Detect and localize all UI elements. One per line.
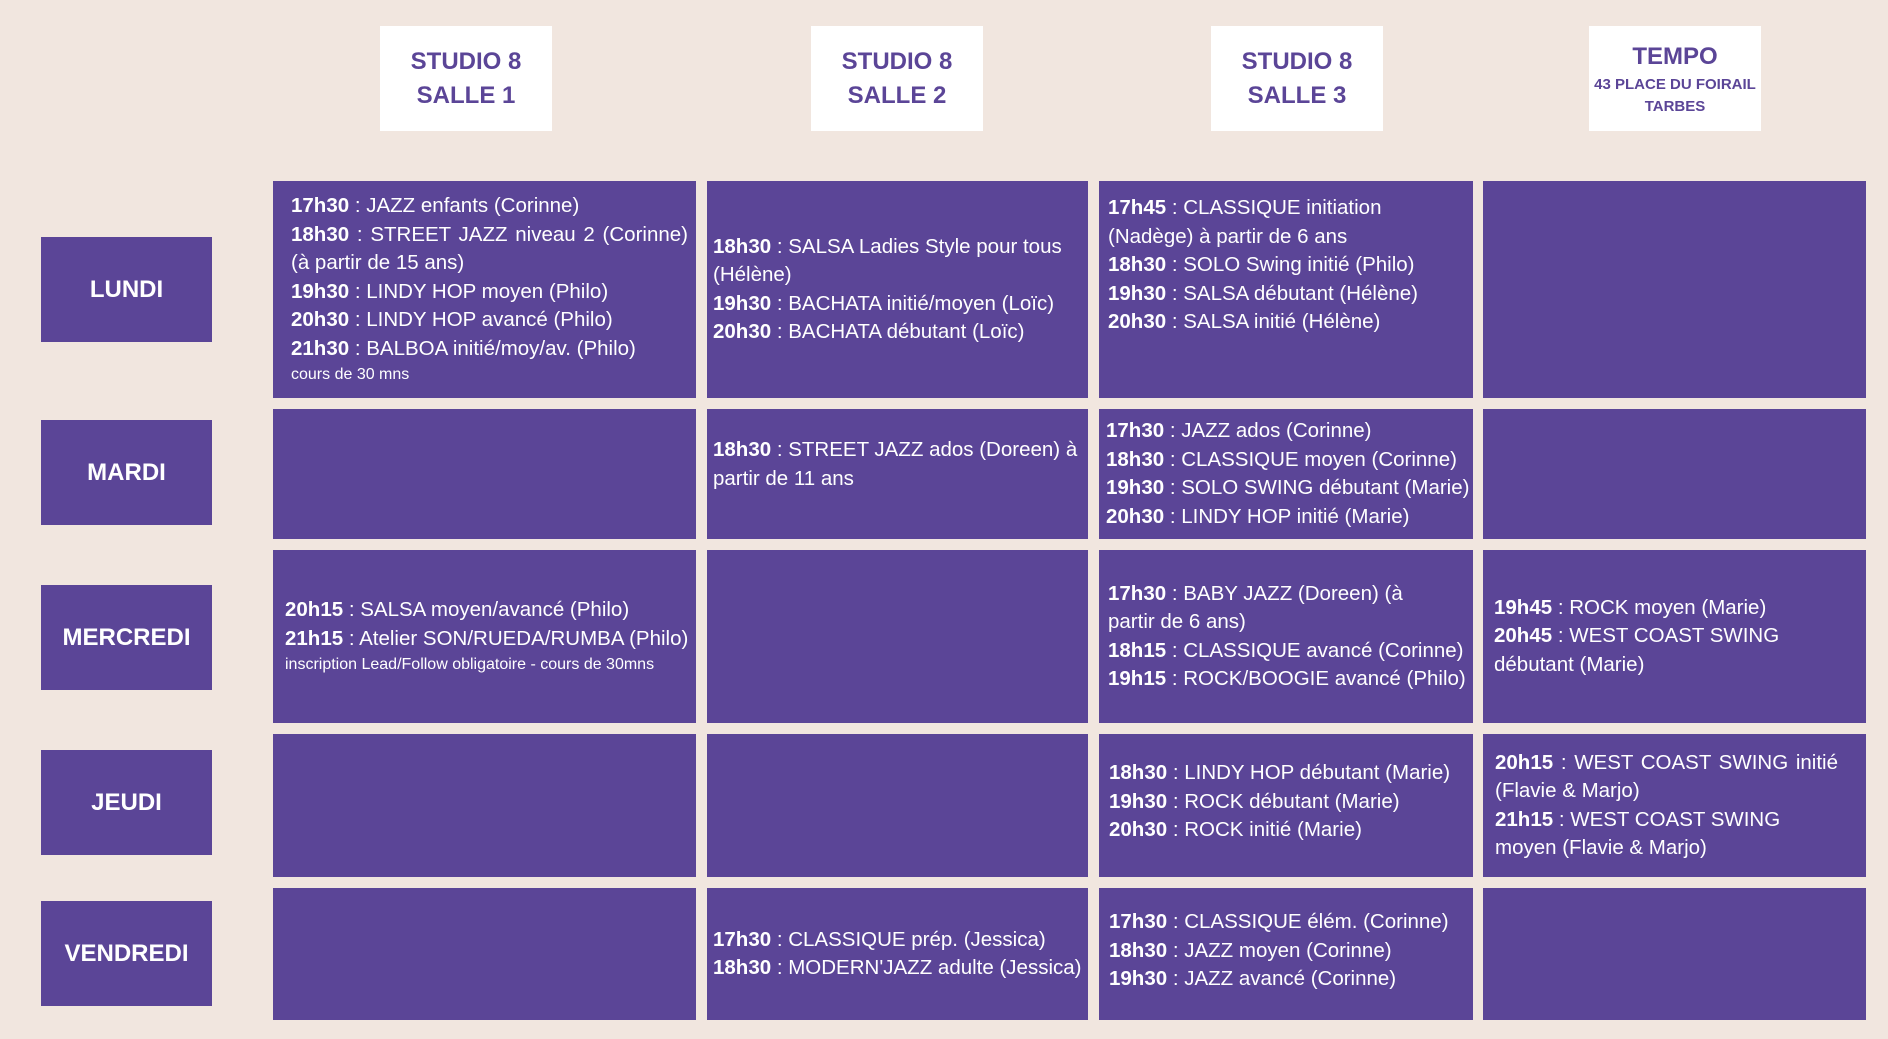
cell-lundi-salle3: 17h45 : CLASSIQUE initiation (Nadège) à …	[1099, 181, 1473, 398]
day-jeudi: JEUDI	[41, 750, 212, 855]
course-line: 19h30 : SOLO SWING débutant (Marie)	[1106, 476, 1470, 499]
course-line: 20h15 : WEST COAST SWING initié (Flavie …	[1495, 750, 1838, 803]
cell-jeudi-salle1	[273, 734, 696, 877]
header-tempo: TEMPO 43 PLACE DU FOIRAIL TARBES	[1589, 26, 1761, 131]
course-line: 18h30 : SALSA Ladies Style pour tous (Hé…	[713, 234, 1062, 287]
course-line: 20h45 : WEST COAST SWING débutant (Marie…	[1494, 624, 1780, 676]
course-line: 18h30 : LINDY HOP débutant (Marie)	[1109, 761, 1451, 784]
cell-vendredi-salle3: 17h30 : CLASSIQUE élém. (Corinne) 18h30 …	[1099, 888, 1473, 1020]
header-line2: SALLE 3	[1247, 81, 1347, 109]
course-line: 18h30 : CLASSIQUE moyen (Corinne)	[1106, 447, 1457, 471]
course-line: 17h30 : CLASSIQUE prép. (Jessica)	[713, 927, 1046, 951]
day-vendredi: VENDREDI	[41, 901, 212, 1006]
cell-mercredi-salle3: 17h30 : BABY JAZZ (Doreen) (à partir de …	[1099, 550, 1473, 723]
day-mardi: MARDI	[41, 420, 212, 525]
cell-mercredi-salle2	[707, 550, 1088, 723]
course-line: 19h45 : ROCK moyen (Marie)	[1494, 595, 1767, 619]
course-line: 21h30 : BALBOA initié/moy/av. (Philo)	[291, 336, 636, 360]
course-note: inscription Lead/Follow obligatoire - co…	[285, 656, 655, 673]
course-line: 18h30 : STREET JAZZ ados (Doreen) à part…	[713, 438, 1078, 490]
course-line: 20h30 : ROCK initié (Marie)	[1109, 818, 1362, 841]
cell-vendredi-salle2: 17h30 : CLASSIQUE prép. (Jessica) 18h30 …	[707, 888, 1088, 1020]
header-city: TARBES	[1644, 97, 1706, 115]
course-line: 19h30 : ROCK débutant (Marie)	[1109, 789, 1400, 813]
header-line1: STUDIO 8	[1241, 47, 1353, 75]
cell-lundi-salle2: 18h30 : SALSA Ladies Style pour tous (Hé…	[707, 181, 1088, 398]
header-line2: SALLE 2	[847, 81, 947, 109]
course-line: 20h30 : LINDY HOP avancé (Philo)	[291, 308, 613, 331]
course-line: 18h30 : MODERN'JAZZ adulte (Jessica)	[713, 956, 1082, 979]
cell-mardi-salle2: 18h30 : STREET JAZZ ados (Doreen) à part…	[707, 409, 1088, 539]
course-line: 19h30 : LINDY HOP moyen (Philo)	[291, 279, 609, 303]
cell-vendredi-salle1	[273, 888, 696, 1020]
header-line1: STUDIO 8	[841, 47, 953, 75]
cell-mercredi-salle1: 20h15 : SALSA moyen/avancé (Philo) 21h15…	[273, 550, 696, 723]
course-line: 19h30 : SALSA débutant (Hélène)	[1108, 281, 1418, 305]
header-line1: STUDIO 8	[410, 47, 522, 75]
cell-lundi-salle1: 17h30 : JAZZ enfants (Corinne) 18h30 : S…	[273, 181, 696, 398]
cell-vendredi-tempo	[1483, 888, 1866, 1020]
header-address: 43 PLACE DU FOIRAIL	[1594, 75, 1756, 93]
course-line: 17h30 : JAZZ enfants (Corinne)	[291, 194, 580, 217]
cell-mardi-salle1	[273, 409, 696, 539]
day-lundi: LUNDI	[41, 237, 212, 342]
course-note: cours de 30 mns	[291, 366, 410, 383]
course-line: 17h30 : CLASSIQUE élém. (Corinne)	[1109, 910, 1449, 933]
course-line: 21h15 : Atelier SON/RUEDA/RUMBA (Philo)	[285, 626, 689, 650]
course-line: 20h15 : SALSA moyen/avancé (Philo)	[285, 598, 630, 621]
course-line: 17h30 : BABY JAZZ (Doreen) (à partir de …	[1108, 581, 1403, 634]
course-line: 18h30 : STREET JAZZ niveau 2 (Corinne) (…	[291, 222, 688, 275]
course-line: 18h30 : JAZZ moyen (Corinne)	[1109, 938, 1392, 962]
cell-mardi-tempo	[1483, 409, 1866, 539]
cell-jeudi-salle3: 18h30 : LINDY HOP débutant (Marie) 19h30…	[1099, 734, 1473, 877]
course-line: 20h30 : BACHATA débutant (Loïc)	[713, 320, 1025, 343]
course-line: 17h45 : CLASSIQUE initiation (Nadège) à …	[1108, 196, 1382, 248]
cell-lundi-tempo	[1483, 181, 1866, 398]
course-line: 19h30 : JAZZ avancé (Corinne)	[1109, 967, 1397, 990]
header-line2: SALLE 1	[416, 81, 516, 109]
course-line: 18h15 : CLASSIQUE avancé (Corinne)	[1108, 638, 1464, 662]
header-studio8-salle2: STUDIO 8 SALLE 2	[811, 26, 983, 131]
header-line1: TEMPO	[1632, 42, 1718, 70]
day-mercredi: MERCREDI	[41, 585, 212, 690]
cell-jeudi-tempo: 20h15 : WEST COAST SWING initié (Flavie …	[1483, 734, 1866, 877]
cell-mardi-salle3: 17h30 : JAZZ ados (Corinne) 18h30 : CLAS…	[1099, 409, 1473, 539]
course-line: 21h15 : WEST COAST SWING moyen (Flavie &…	[1495, 807, 1781, 860]
course-line: 19h15 : ROCK/BOOGIE avancé (Philo)	[1108, 667, 1466, 690]
header-studio8-salle3: STUDIO 8 SALLE 3	[1211, 26, 1383, 131]
cell-jeudi-salle2	[707, 734, 1088, 877]
header-studio8-salle1: STUDIO 8 SALLE 1	[380, 26, 552, 131]
course-line: 18h30 : SOLO Swing initié (Philo)	[1108, 253, 1415, 276]
cell-mercredi-tempo: 19h45 : ROCK moyen (Marie) 20h45 : WEST …	[1483, 550, 1866, 723]
course-line: 19h30 : BACHATA initié/moyen (Loïc)	[713, 291, 1055, 315]
course-line: 20h30 : SALSA initié (Hélène)	[1108, 310, 1381, 333]
course-line: 17h30 : JAZZ ados (Corinne)	[1106, 419, 1372, 442]
course-line: 20h30 : LINDY HOP initié (Marie)	[1106, 504, 1410, 528]
